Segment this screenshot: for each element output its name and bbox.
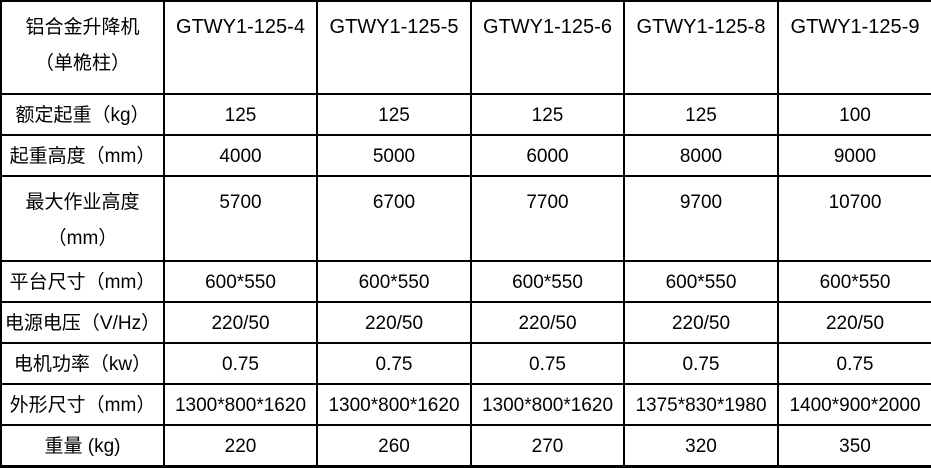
spec-value-cell: 600*550 (777, 260, 931, 303)
spec-value-cell: 220/50 (316, 301, 472, 344)
spec-value-cell: 600*550 (316, 260, 472, 303)
model-header: GTWY1-125-4 (163, 0, 318, 95)
spec-value-cell: 7700 (470, 175, 625, 262)
row-label: 最大作业高度 （mm） (0, 175, 165, 262)
spec-value-cell: 220/50 (777, 301, 931, 344)
spec-value-cell: 320 (623, 424, 779, 468)
spec-value-cell: 8000 (623, 134, 779, 177)
row-label: 重量 (kg) (0, 424, 165, 468)
spec-value-cell: 0.75 (316, 342, 472, 385)
cutoff-cell (316, 466, 472, 468)
corner-title-line2: （单桅柱） (34, 53, 130, 74)
spec-value-cell: 5700 (163, 175, 318, 262)
row-label: 平台尺寸（mm） (0, 260, 165, 303)
model-header: GTWY1-125-9 (777, 0, 931, 95)
spec-value-cell: 1400*900*2000 (777, 383, 931, 426)
spec-value-cell: 5000 (316, 134, 472, 177)
header-row: 铝合金升降机 （单桅柱） GTWY1-125-4 GTWY1-125-5 GTWY1… (0, 0, 931, 95)
cutoff-cell (0, 466, 165, 468)
row-label: 额定起重（kg） (0, 93, 165, 136)
spec-value-cell: 600*550 (623, 260, 779, 303)
row-label: 电源电压（V/Hz） (0, 301, 165, 344)
spec-value-cell: 350 (777, 424, 931, 468)
cutoff-cell (623, 466, 779, 468)
spec-value-cell: 1300*800*1620 (470, 383, 625, 426)
spec-value-cell: 1300*800*1620 (316, 383, 472, 426)
model-header: GTWY1-125-6 (470, 0, 625, 95)
spec-value-cell: 9700 (623, 175, 779, 262)
table-row: 重量 (kg) 220 260 270 320 350 (0, 424, 931, 468)
spec-value-cell: 1375*830*1980 (623, 383, 779, 426)
table-row: 最大作业高度 （mm） 5700 6700 7700 9700 10700 (0, 175, 931, 262)
spec-value-cell: 0.75 (470, 342, 625, 385)
table-row: 电源电压（V/Hz） 220/50 220/50 220/50 220/50 220/50 (0, 301, 931, 344)
spec-value-cell: 0.75 (777, 342, 931, 385)
spec-value-cell: 1300*800*1620 (163, 383, 318, 426)
row-label: 电机功率（kw） (0, 342, 165, 385)
spec-value-cell: 125 (470, 93, 625, 136)
cutoff-cell (163, 466, 318, 468)
spec-value-cell: 125 (163, 93, 318, 136)
model-header: GTWY1-125-5 (316, 0, 472, 95)
spec-value-cell: 10700 (777, 175, 931, 262)
spec-value-cell: 220 (163, 424, 318, 468)
model-header: GTWY1-125-8 (623, 0, 779, 95)
corner-title-line1: 铝合金升降机 (25, 17, 140, 38)
spec-value-cell: 220/50 (163, 301, 318, 344)
spec-value-cell: 600*550 (470, 260, 625, 303)
spec-value-cell: 4000 (163, 134, 318, 177)
spec-value-cell: 0.75 (163, 342, 318, 385)
spec-value-cell: 220/50 (470, 301, 625, 344)
row-label: 起重高度（mm） (0, 134, 165, 177)
spec-value-cell: 270 (470, 424, 625, 468)
spec-value-cell: 9000 (777, 134, 931, 177)
spec-value-cell: 125 (316, 93, 472, 136)
spec-value-cell: 6700 (316, 175, 472, 262)
row-label: 外形尺寸（mm） (0, 383, 165, 426)
spec-value-cell: 260 (316, 424, 472, 468)
spec-value-cell: 125 (623, 93, 779, 136)
table-row: 外形尺寸（mm） 1300*800*1620 1300*800*1620 1300*8… (0, 383, 931, 426)
spec-value-cell: 6000 (470, 134, 625, 177)
corner-header: 铝合金升降机 （单桅柱） (0, 0, 165, 95)
spec-value-cell: 0.75 (623, 342, 779, 385)
spec-value-cell: 100 (777, 93, 931, 136)
table-row: 平台尺寸（mm） 600*550 600*550 600*550 600*550 600*… (0, 260, 931, 303)
table-row: 电机功率（kw） 0.75 0.75 0.75 0.75 0.75 (0, 342, 931, 385)
cutoff-cell (470, 466, 625, 468)
table-row: 起重高度（mm） 4000 5000 6000 8000 9000 (0, 134, 931, 177)
table-row: 额定起重（kg） 125 125 125 125 100 (0, 93, 931, 136)
spec-value-cell: 220/50 (623, 301, 779, 344)
spec-value-cell: 600*550 (163, 260, 318, 303)
